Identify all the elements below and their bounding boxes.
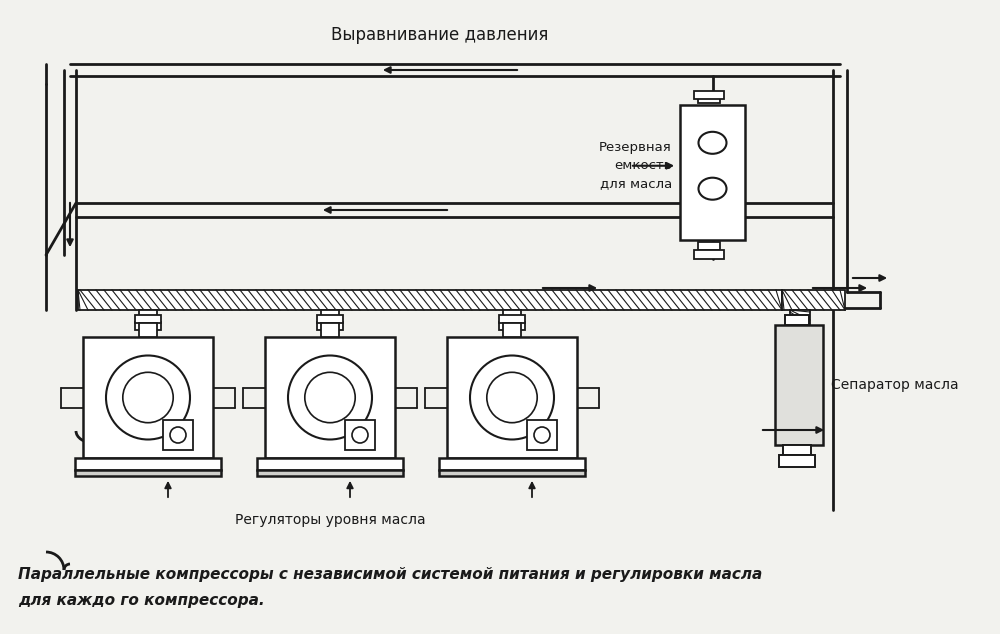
Circle shape <box>106 356 190 439</box>
Bar <box>694 250 724 259</box>
Bar <box>78 290 782 310</box>
Bar <box>527 420 557 450</box>
Bar <box>785 315 809 325</box>
Bar <box>447 337 577 458</box>
Text: Параллельные компрессоры с независимой системой питания и регулировки масла: Параллельные компрессоры с независимой с… <box>18 567 762 583</box>
Bar <box>698 242 720 250</box>
Bar <box>257 458 403 470</box>
Bar <box>135 315 161 323</box>
Bar <box>782 290 845 310</box>
Text: Регуляторы уровня масла: Регуляторы уровня масла <box>235 513 425 527</box>
Bar <box>139 323 157 337</box>
Text: Сепаратор масла: Сепаратор масла <box>831 378 959 392</box>
Bar <box>698 95 720 103</box>
Bar <box>265 337 395 458</box>
Text: Выравнивание давления: Выравнивание давления <box>331 26 549 44</box>
Text: для каждо го компрессора.: для каждо го компрессора. <box>18 593 265 607</box>
Bar <box>75 458 221 470</box>
Bar <box>317 322 343 330</box>
Bar <box>257 470 403 476</box>
Bar <box>317 315 343 323</box>
Bar <box>83 337 213 458</box>
Bar <box>345 420 375 450</box>
Bar <box>499 322 525 330</box>
Bar <box>321 323 339 337</box>
Circle shape <box>288 356 372 439</box>
Bar <box>135 322 161 330</box>
Bar <box>439 470 585 476</box>
Bar <box>499 315 525 323</box>
Bar <box>503 310 521 322</box>
Circle shape <box>470 356 554 439</box>
Bar <box>163 420 193 450</box>
Bar <box>321 310 339 322</box>
Bar <box>680 105 745 240</box>
Bar <box>139 310 157 322</box>
Text: Резервная
емкость
для масла: Резервная емкость для масла <box>599 141 672 190</box>
Bar <box>775 325 823 445</box>
Bar <box>790 310 810 325</box>
Bar <box>75 470 221 476</box>
Bar <box>503 323 521 337</box>
Bar <box>779 455 815 467</box>
Bar <box>783 445 811 455</box>
Bar <box>439 458 585 470</box>
Bar <box>694 91 724 99</box>
